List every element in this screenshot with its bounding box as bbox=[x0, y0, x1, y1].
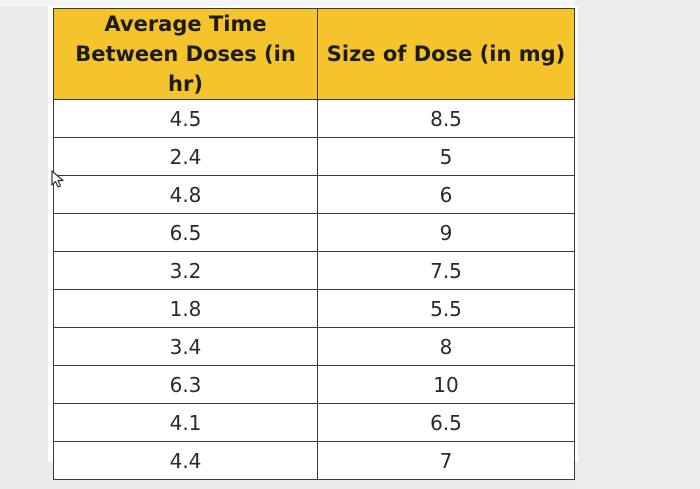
table-header-row: Average Time Between Doses (in hr) Size … bbox=[53, 8, 575, 100]
table-row: 4.1 6.5 bbox=[53, 403, 575, 442]
table-row: 6.5 9 bbox=[53, 213, 575, 252]
dose-cell: 8 bbox=[317, 327, 575, 366]
dose-cell: 7.5 bbox=[317, 251, 575, 290]
table-row: 3.2 7.5 bbox=[53, 251, 575, 290]
dose-cell: 10 bbox=[317, 365, 575, 404]
dose-cell: 5 bbox=[317, 137, 575, 176]
dose-cell: 6.5 bbox=[317, 403, 575, 442]
time-cell: 4.5 bbox=[53, 99, 318, 138]
table-row: 6.3 10 bbox=[53, 365, 575, 404]
table-row: 4.4 7 bbox=[53, 441, 575, 480]
window-top-edge bbox=[0, 0, 700, 6]
mouse-pointer-icon bbox=[51, 170, 64, 188]
time-cell: 3.2 bbox=[53, 251, 318, 290]
background-area bbox=[575, 0, 700, 489]
dose-cell: 6 bbox=[317, 175, 575, 214]
table-row: 4.5 8.5 bbox=[53, 99, 575, 138]
table-row: 3.4 8 bbox=[53, 327, 575, 366]
table-row: 1.8 5.5 bbox=[53, 289, 575, 328]
table-row: 4.8 6 bbox=[53, 175, 575, 214]
dose-cell: 7 bbox=[317, 441, 575, 480]
time-cell: 4.1 bbox=[53, 403, 318, 442]
time-cell: 2.4 bbox=[53, 137, 318, 176]
header-average-time: Average Time Between Doses (in hr) bbox=[53, 8, 318, 100]
dose-cell: 9 bbox=[317, 213, 575, 252]
table-row: 2.4 5 bbox=[53, 137, 575, 176]
dose-cell: 5.5 bbox=[317, 289, 575, 328]
header-dose-size: Size of Dose (in mg) bbox=[317, 8, 575, 100]
dose-cell: 8.5 bbox=[317, 99, 575, 138]
time-cell: 4.8 bbox=[53, 175, 318, 214]
time-cell: 1.8 bbox=[53, 289, 318, 328]
time-cell: 6.5 bbox=[53, 213, 318, 252]
time-cell: 3.4 bbox=[53, 327, 318, 366]
time-cell: 4.4 bbox=[53, 441, 318, 480]
time-cell: 6.3 bbox=[53, 365, 318, 404]
dose-table: Average Time Between Doses (in hr) Size … bbox=[53, 8, 575, 480]
